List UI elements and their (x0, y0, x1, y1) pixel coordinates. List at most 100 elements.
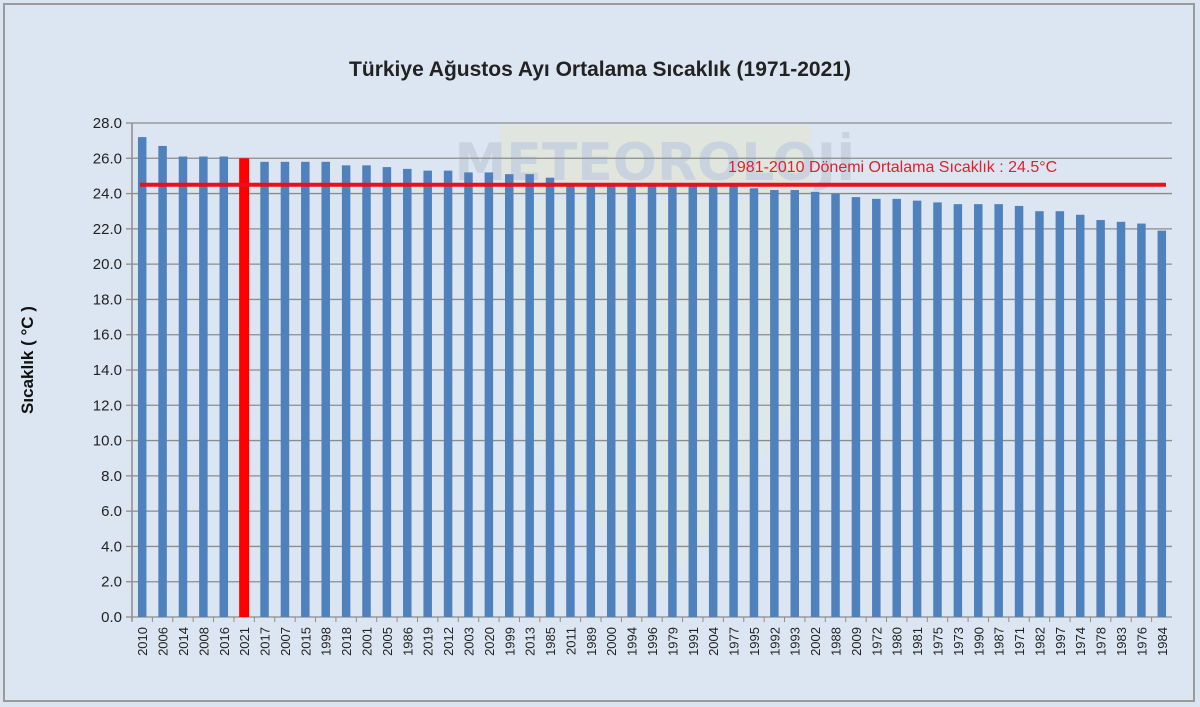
svg-text:10.0: 10.0 (93, 433, 122, 450)
svg-text:1997: 1997 (1053, 627, 1068, 656)
svg-text:1993: 1993 (788, 627, 803, 656)
bars (137, 137, 1167, 618)
svg-text:2018: 2018 (339, 627, 354, 656)
bar-2010 (137, 137, 147, 617)
bar-1998 (321, 161, 330, 618)
svg-text:2007: 2007 (278, 627, 293, 656)
bar-1996 (647, 184, 657, 617)
svg-text:26.0: 26.0 (93, 150, 122, 167)
svg-text:2002: 2002 (808, 627, 823, 656)
svg-text:1986: 1986 (400, 627, 415, 656)
bar-1995 (749, 188, 759, 617)
bar-1973 (953, 204, 963, 617)
svg-text:12.0: 12.0 (93, 397, 122, 414)
bar-2002 (810, 191, 820, 618)
svg-text:2008: 2008 (196, 627, 211, 656)
bar-1986 (403, 168, 412, 617)
svg-text:1980: 1980 (890, 627, 905, 656)
bar-1984 (1157, 230, 1167, 617)
svg-text:1979: 1979 (665, 627, 680, 656)
bar-1975 (933, 202, 942, 617)
bar-2014 (178, 156, 188, 617)
svg-text:1981: 1981 (910, 627, 925, 656)
bar-2004 (708, 186, 718, 617)
bar-1971 (1014, 205, 1024, 617)
svg-text:1996: 1996 (645, 627, 660, 656)
svg-text:14.0: 14.0 (93, 362, 122, 379)
svg-text:2019: 2019 (421, 627, 436, 656)
svg-text:18.0: 18.0 (93, 291, 122, 308)
bar-2021 (239, 158, 250, 618)
svg-text:1994: 1994 (625, 627, 640, 656)
svg-text:1972: 1972 (869, 627, 884, 656)
svg-text:2003: 2003 (461, 627, 476, 656)
bar-2006 (158, 145, 167, 617)
bar-1991 (688, 184, 698, 617)
svg-text:2015: 2015 (298, 627, 313, 656)
bar-2018 (341, 165, 351, 618)
bar-1981 (912, 200, 922, 617)
svg-text:1982: 1982 (1032, 627, 1047, 656)
svg-text:2001: 2001 (360, 627, 375, 656)
svg-text:1992: 1992 (767, 627, 782, 656)
svg-text:1984: 1984 (1155, 627, 1170, 656)
bar-2011 (566, 182, 575, 617)
svg-text:2004: 2004 (706, 627, 721, 656)
bar-2017 (260, 161, 269, 618)
bar-1992 (770, 190, 779, 618)
bar-1993 (790, 190, 799, 618)
svg-text:16.0: 16.0 (93, 327, 122, 344)
bar-2020 (484, 172, 494, 617)
svg-text:1971: 1971 (1012, 627, 1027, 656)
svg-text:1995: 1995 (747, 627, 762, 656)
svg-text:1990: 1990 (971, 627, 986, 656)
svg-text:1989: 1989 (584, 627, 599, 656)
bar-1985 (545, 177, 555, 617)
svg-text:1999: 1999 (502, 627, 517, 656)
svg-text:20.0: 20.0 (93, 256, 122, 273)
svg-text:2000: 2000 (604, 627, 619, 656)
bar-2001 (362, 165, 371, 618)
svg-text:1977: 1977 (727, 627, 742, 656)
bar-1974 (1075, 214, 1085, 617)
svg-text:4.0: 4.0 (101, 538, 122, 555)
bar-1999 (505, 174, 514, 617)
bar-2009 (851, 197, 861, 617)
bar-2000 (606, 184, 616, 617)
bar-1983 (1116, 221, 1126, 618)
bar-1997 (1055, 211, 1065, 617)
svg-text:2009: 2009 (849, 627, 864, 656)
bar-1987 (994, 204, 1003, 617)
bar-1989 (586, 184, 596, 617)
svg-text:1988: 1988 (829, 627, 844, 656)
bar-2012 (443, 170, 453, 617)
bar-1988 (831, 193, 840, 618)
bar-1978 (1096, 220, 1105, 618)
bar-2015 (301, 161, 310, 618)
svg-text:1987: 1987 (992, 627, 1007, 656)
bar-1980 (892, 198, 901, 617)
svg-text:2012: 2012 (441, 627, 456, 656)
svg-text:2.0: 2.0 (101, 574, 122, 591)
bar-2003 (464, 172, 473, 617)
svg-text:1976: 1976 (1134, 627, 1149, 656)
bar-1982 (1035, 211, 1044, 617)
svg-text:1985: 1985 (543, 627, 558, 656)
svg-text:2006: 2006 (156, 627, 171, 656)
svg-text:2017: 2017 (258, 627, 273, 656)
svg-text:1973: 1973 (951, 627, 966, 656)
svg-text:28.0: 28.0 (93, 115, 122, 132)
svg-text:0.0: 0.0 (101, 609, 122, 626)
bar-1972 (872, 198, 881, 617)
svg-text:2014: 2014 (176, 627, 191, 656)
bar-1994 (627, 184, 636, 617)
svg-text:1998: 1998 (319, 627, 334, 656)
svg-text:1991: 1991 (686, 627, 701, 656)
bar-1977 (729, 186, 738, 617)
svg-text:2013: 2013 (523, 627, 538, 656)
svg-text:2005: 2005 (380, 627, 395, 656)
bar-2019 (423, 170, 432, 617)
x-axis-ticks: 2010 2006 2014 2008 2016 2021 2017 2007 2015 1998… (131, 617, 1170, 656)
svg-text:22.0: 22.0 (93, 221, 122, 238)
